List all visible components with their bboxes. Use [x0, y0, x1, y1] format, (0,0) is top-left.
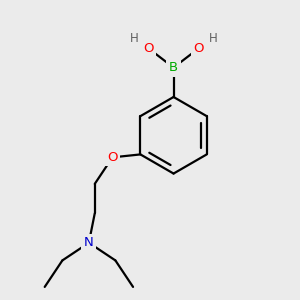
- Text: N: N: [84, 236, 94, 249]
- Text: H: H: [209, 32, 218, 45]
- Text: B: B: [169, 61, 178, 74]
- Text: O: O: [193, 42, 204, 55]
- Text: H: H: [129, 32, 138, 45]
- Text: O: O: [143, 42, 154, 55]
- Text: O: O: [107, 151, 118, 164]
